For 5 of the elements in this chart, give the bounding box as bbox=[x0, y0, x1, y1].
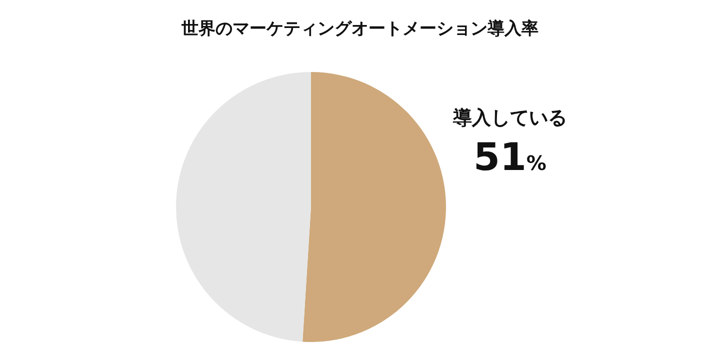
chart-title: 世界のマーケティングオートメーション導入率 bbox=[180, 19, 538, 39]
pie-slice bbox=[176, 72, 311, 342]
pie-slice bbox=[302, 72, 446, 342]
slice-label: 導入している bbox=[452, 107, 567, 129]
data-label: 51% bbox=[474, 135, 546, 179]
